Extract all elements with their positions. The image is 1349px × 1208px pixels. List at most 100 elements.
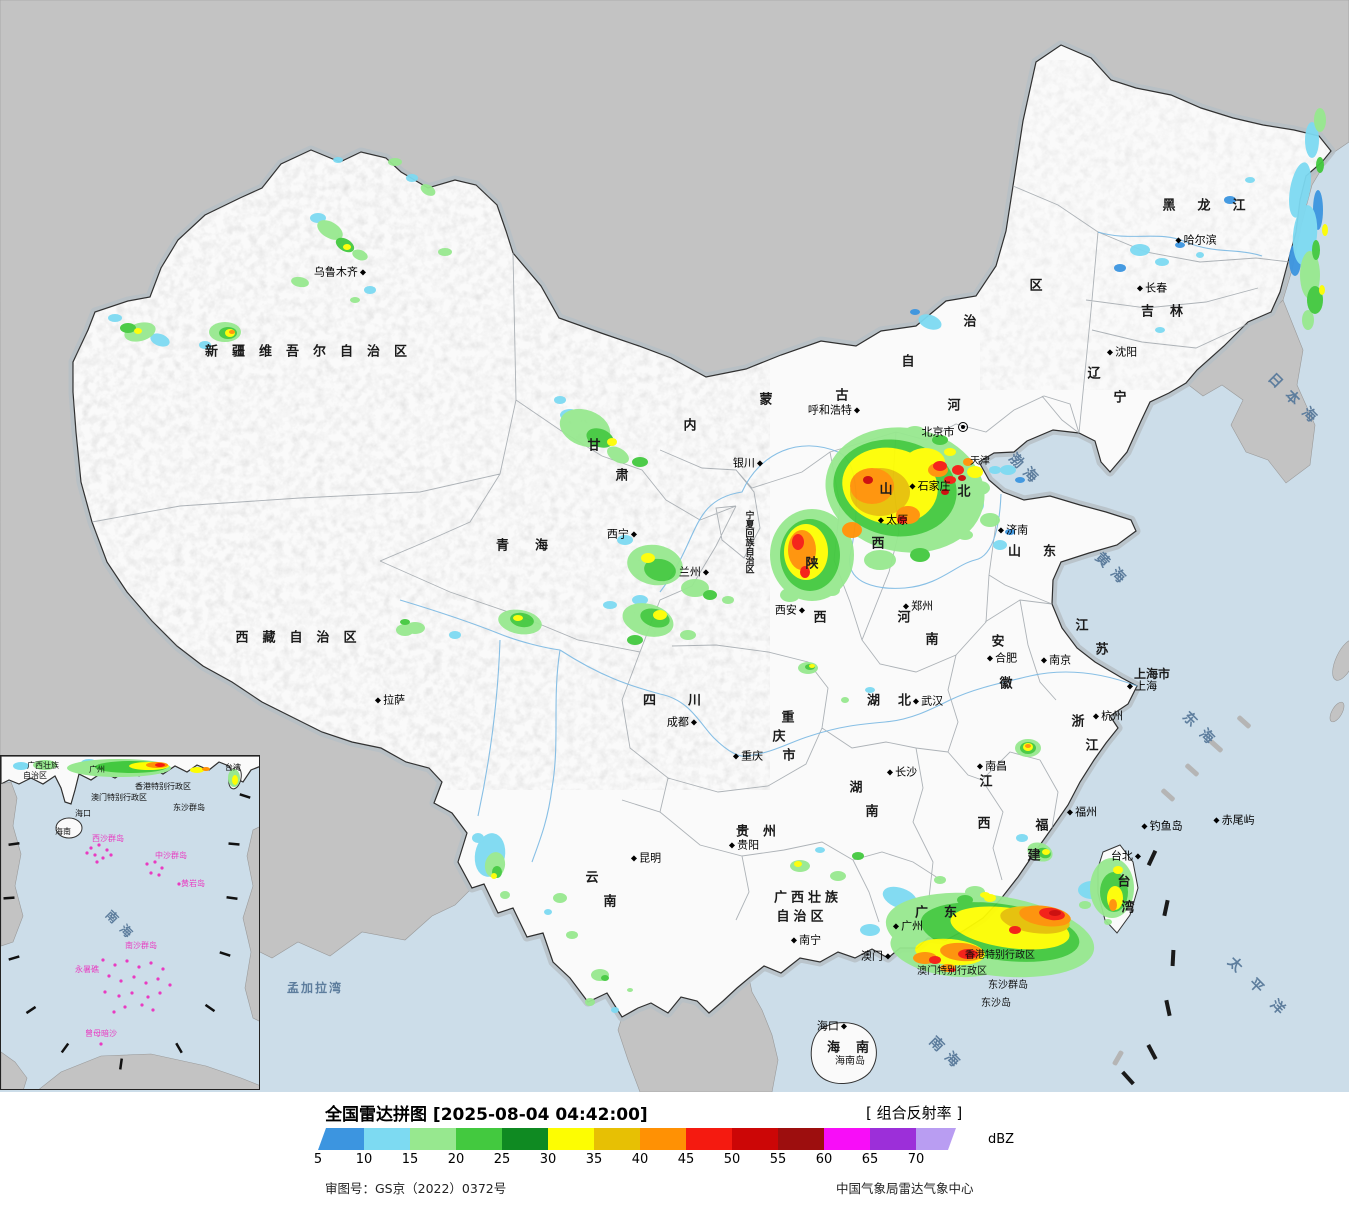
radar-echo [958, 475, 966, 481]
radar-echo [544, 909, 552, 915]
colorbar-segment [870, 1128, 916, 1150]
radar-echo [1292, 205, 1318, 265]
radar-echo [607, 438, 617, 446]
island-dot [113, 963, 117, 967]
island-dot [140, 1003, 144, 1007]
radar-echo [989, 466, 1001, 474]
island-dot [123, 1005, 127, 1009]
radar-echo [1049, 910, 1061, 916]
boundary-dash [60, 1042, 70, 1054]
island-dot [105, 848, 109, 852]
radar-echo [632, 595, 648, 605]
radar-echo [1322, 224, 1328, 236]
colorbar-tick: 30 [539, 1152, 557, 1167]
radar-echo [1109, 899, 1117, 911]
radar-echo [948, 968, 956, 972]
colorbar-segment [548, 1128, 594, 1150]
radar-echo [850, 468, 894, 504]
colorbar-tick: 20 [447, 1152, 465, 1167]
radar-echo [944, 476, 956, 484]
colorbar-segment [640, 1128, 686, 1150]
radar-echo [632, 457, 648, 467]
radar-echo [965, 952, 975, 958]
radar-echo [229, 330, 235, 334]
radar-echo [1289, 162, 1311, 218]
island-dot [112, 1010, 116, 1014]
radar-echo [1312, 240, 1320, 260]
colorbar-segment [824, 1128, 870, 1150]
radar-echo [792, 534, 804, 550]
inset-hainan [55, 817, 83, 839]
radar-echo [449, 631, 461, 639]
radar-echo [1005, 529, 1015, 535]
boundary-dash [8, 955, 20, 961]
radar-echo [1113, 866, 1123, 874]
colorbar-tick: 50 [723, 1152, 741, 1167]
inset-philippines [242, 826, 259, 1022]
island-dot [153, 860, 157, 864]
unit-label: dBZ [988, 1132, 1015, 1147]
radar-echo [944, 448, 956, 456]
radar-echo [202, 767, 210, 771]
radar-echo [1314, 108, 1326, 132]
radar-echo [388, 158, 402, 166]
radar-echo [566, 931, 578, 939]
radar-echo [513, 615, 523, 621]
radar-echo [586, 428, 614, 448]
radar-echo [1000, 465, 1016, 475]
island-dot [132, 975, 136, 979]
data-source: 中国气象局雷达气象中心 [836, 1181, 974, 1196]
boundary-dash [1162, 899, 1170, 917]
island-dot [137, 965, 141, 969]
radar-echo [420, 184, 436, 196]
island-bar [1112, 1050, 1124, 1066]
radar-echo [941, 489, 949, 495]
radar-echo [830, 871, 846, 881]
radar-echo [722, 596, 734, 604]
radar-echo [897, 516, 907, 524]
radar-echo [1009, 926, 1021, 934]
boundary-dash [3, 896, 15, 900]
radar-echo [627, 635, 643, 645]
legend-panel: 全国雷达拼图 [2025-08-04 04:42:00] [ 组合反射率 ] d… [0, 1092, 1349, 1208]
radar-echo [970, 481, 990, 495]
colorbar-tick: 45 [677, 1152, 695, 1167]
reflectivity-colorbar [318, 1128, 956, 1150]
japan-island [1329, 701, 1345, 723]
colorbar-segment [916, 1128, 956, 1150]
inset-boundary-dashes [3, 793, 251, 1070]
colorbar-tick: 60 [815, 1152, 833, 1167]
radar-echo [865, 687, 875, 693]
colorbar-segment [594, 1128, 640, 1150]
boundary-dash [204, 1003, 216, 1013]
radar-echo [809, 664, 815, 668]
island-dot [156, 977, 160, 981]
island-dot [109, 853, 113, 857]
colorbar-ticks: 5 10 15 20 25 30 35 40 45 50 55 60 65 70 [0, 1152, 1349, 1168]
island-dot [101, 958, 105, 962]
island-dot [177, 882, 181, 886]
island-dot [151, 1008, 155, 1012]
boundary-dash [1146, 1043, 1158, 1061]
radar-echo [1015, 477, 1025, 483]
boundary-dash [219, 951, 231, 957]
radar-echo [603, 601, 617, 609]
radar-echo [150, 333, 170, 347]
inset-island-dots [85, 843, 181, 1046]
radar-echo [963, 458, 973, 466]
colorbar-segment [364, 1128, 410, 1150]
radar-echo [644, 558, 676, 582]
colorbar-tick: 40 [631, 1152, 649, 1167]
radar-echo [406, 174, 418, 182]
radar-echo [1130, 244, 1150, 256]
colorbar-segment [686, 1128, 732, 1150]
inset-vietnam [1, 781, 24, 947]
island-dot [103, 990, 107, 994]
colorbar-tick: 70 [907, 1152, 925, 1167]
boundary-dash [1164, 999, 1172, 1017]
radar-echo [607, 446, 629, 464]
radar-echo [291, 276, 309, 288]
island-dot [93, 853, 97, 857]
radar-echo [317, 220, 343, 240]
island-bar [1237, 715, 1251, 729]
